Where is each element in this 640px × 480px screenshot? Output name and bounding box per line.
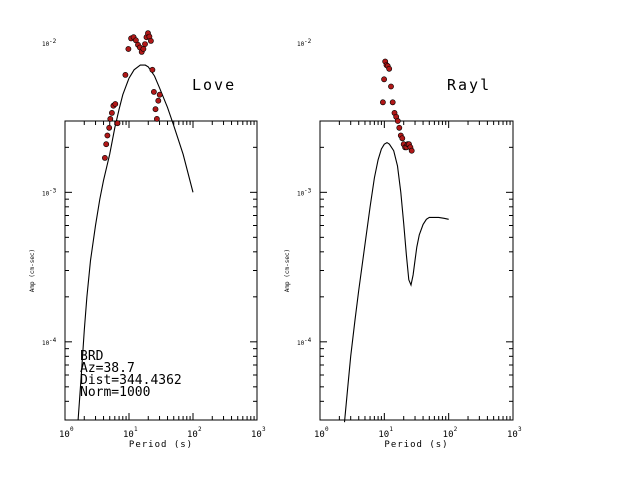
observed-amplitude-point: [396, 124, 403, 131]
observed-amplitude-point: [386, 65, 393, 72]
azimuth-label: Az=38.7: [80, 361, 135, 376]
distance-label: Dist=344.4362: [80, 373, 182, 388]
y-tick-label: 10: [42, 190, 50, 197]
panel-title: Rayl: [447, 76, 491, 94]
observed-amplitude-point: [125, 46, 132, 52]
observed-amplitude-point: [155, 97, 162, 104]
y-tick-label: 10: [297, 41, 305, 48]
x-tick-label: 10: [251, 430, 262, 440]
x-axis-label: Period (s): [129, 440, 193, 450]
observed-amplitude-point: [399, 135, 406, 142]
observed-amplitude-point: [152, 106, 159, 113]
observed-amplitude-point: [394, 118, 401, 124]
y-tick-label: 10: [297, 340, 305, 347]
y-tick-label-exponent: -3: [304, 187, 312, 194]
x-tick-label-exponent: 0: [70, 426, 74, 433]
x-tick-label-exponent: 2: [454, 426, 458, 433]
y-axis-label: Amp (cm-sec): [284, 249, 291, 292]
observed-amplitude-point: [114, 120, 121, 127]
x-tick-label-exponent: 1: [389, 426, 393, 433]
observed-amplitude-point: [122, 72, 129, 78]
y-tick-label: 10: [42, 41, 50, 48]
x-tick-label: 10: [187, 430, 198, 440]
panel-title: Love: [192, 76, 236, 94]
y-tick-label-exponent: -4: [49, 337, 57, 344]
y-tick-label-exponent: -4: [304, 337, 312, 344]
observed-amplitude-point: [112, 101, 119, 107]
norm-label: Norm=1000: [80, 385, 150, 400]
observed-amplitude-point: [379, 99, 386, 106]
x-tick-label: 10: [123, 430, 134, 440]
x-tick-label: 10: [378, 430, 389, 440]
y-tick-label-exponent: -2: [49, 38, 57, 45]
observed-amplitude-point: [388, 83, 394, 90]
observed-amplitude-point: [156, 91, 163, 98]
y-tick-label: 10: [42, 340, 50, 347]
x-tick-label: 10: [507, 430, 518, 440]
observed-amplitude-point: [140, 46, 147, 52]
y-axis-label: Amp (cm-sec): [29, 249, 36, 292]
y-tick-label: 10: [297, 190, 305, 197]
observed-amplitude-point: [153, 116, 160, 122]
x-axis-label: Period (s): [384, 440, 448, 450]
predicted-amplitude-curve: [343, 141, 449, 423]
observed-amplitude-point: [106, 124, 113, 131]
x-tick-label-exponent: 3: [518, 426, 522, 433]
x-tick-label-exponent: 3: [262, 426, 266, 433]
observed-amplitude-point: [408, 147, 415, 154]
station-name: BRD: [80, 349, 104, 364]
x-tick-label-exponent: 1: [134, 426, 138, 433]
observed-amplitude-point: [107, 116, 114, 122]
observed-amplitude-point: [103, 141, 110, 148]
observed-amplitude-point: [149, 66, 156, 73]
observed-amplitude-point: [147, 38, 154, 44]
x-tick-label-exponent: 2: [198, 426, 202, 433]
observed-amplitude-point: [102, 154, 108, 161]
x-tick-label-exponent: 0: [325, 426, 329, 433]
x-tick-label: 10: [443, 430, 454, 440]
observed-amplitude-point: [381, 76, 387, 83]
observed-amplitude-point: [150, 89, 157, 95]
observed-amplitude-point: [109, 110, 115, 116]
y-tick-label-exponent: -3: [49, 187, 57, 194]
x-tick-label: 10: [59, 430, 70, 440]
x-tick-label: 10: [314, 430, 325, 440]
station-info: BRD Az=38.7 Dist=344.4362 Norm=1000: [80, 349, 182, 400]
observed-amplitude-point: [389, 99, 396, 106]
observed-amplitude-point: [104, 132, 111, 139]
observed-amplitude-point: [142, 41, 148, 47]
y-tick-label-exponent: -2: [304, 38, 312, 45]
